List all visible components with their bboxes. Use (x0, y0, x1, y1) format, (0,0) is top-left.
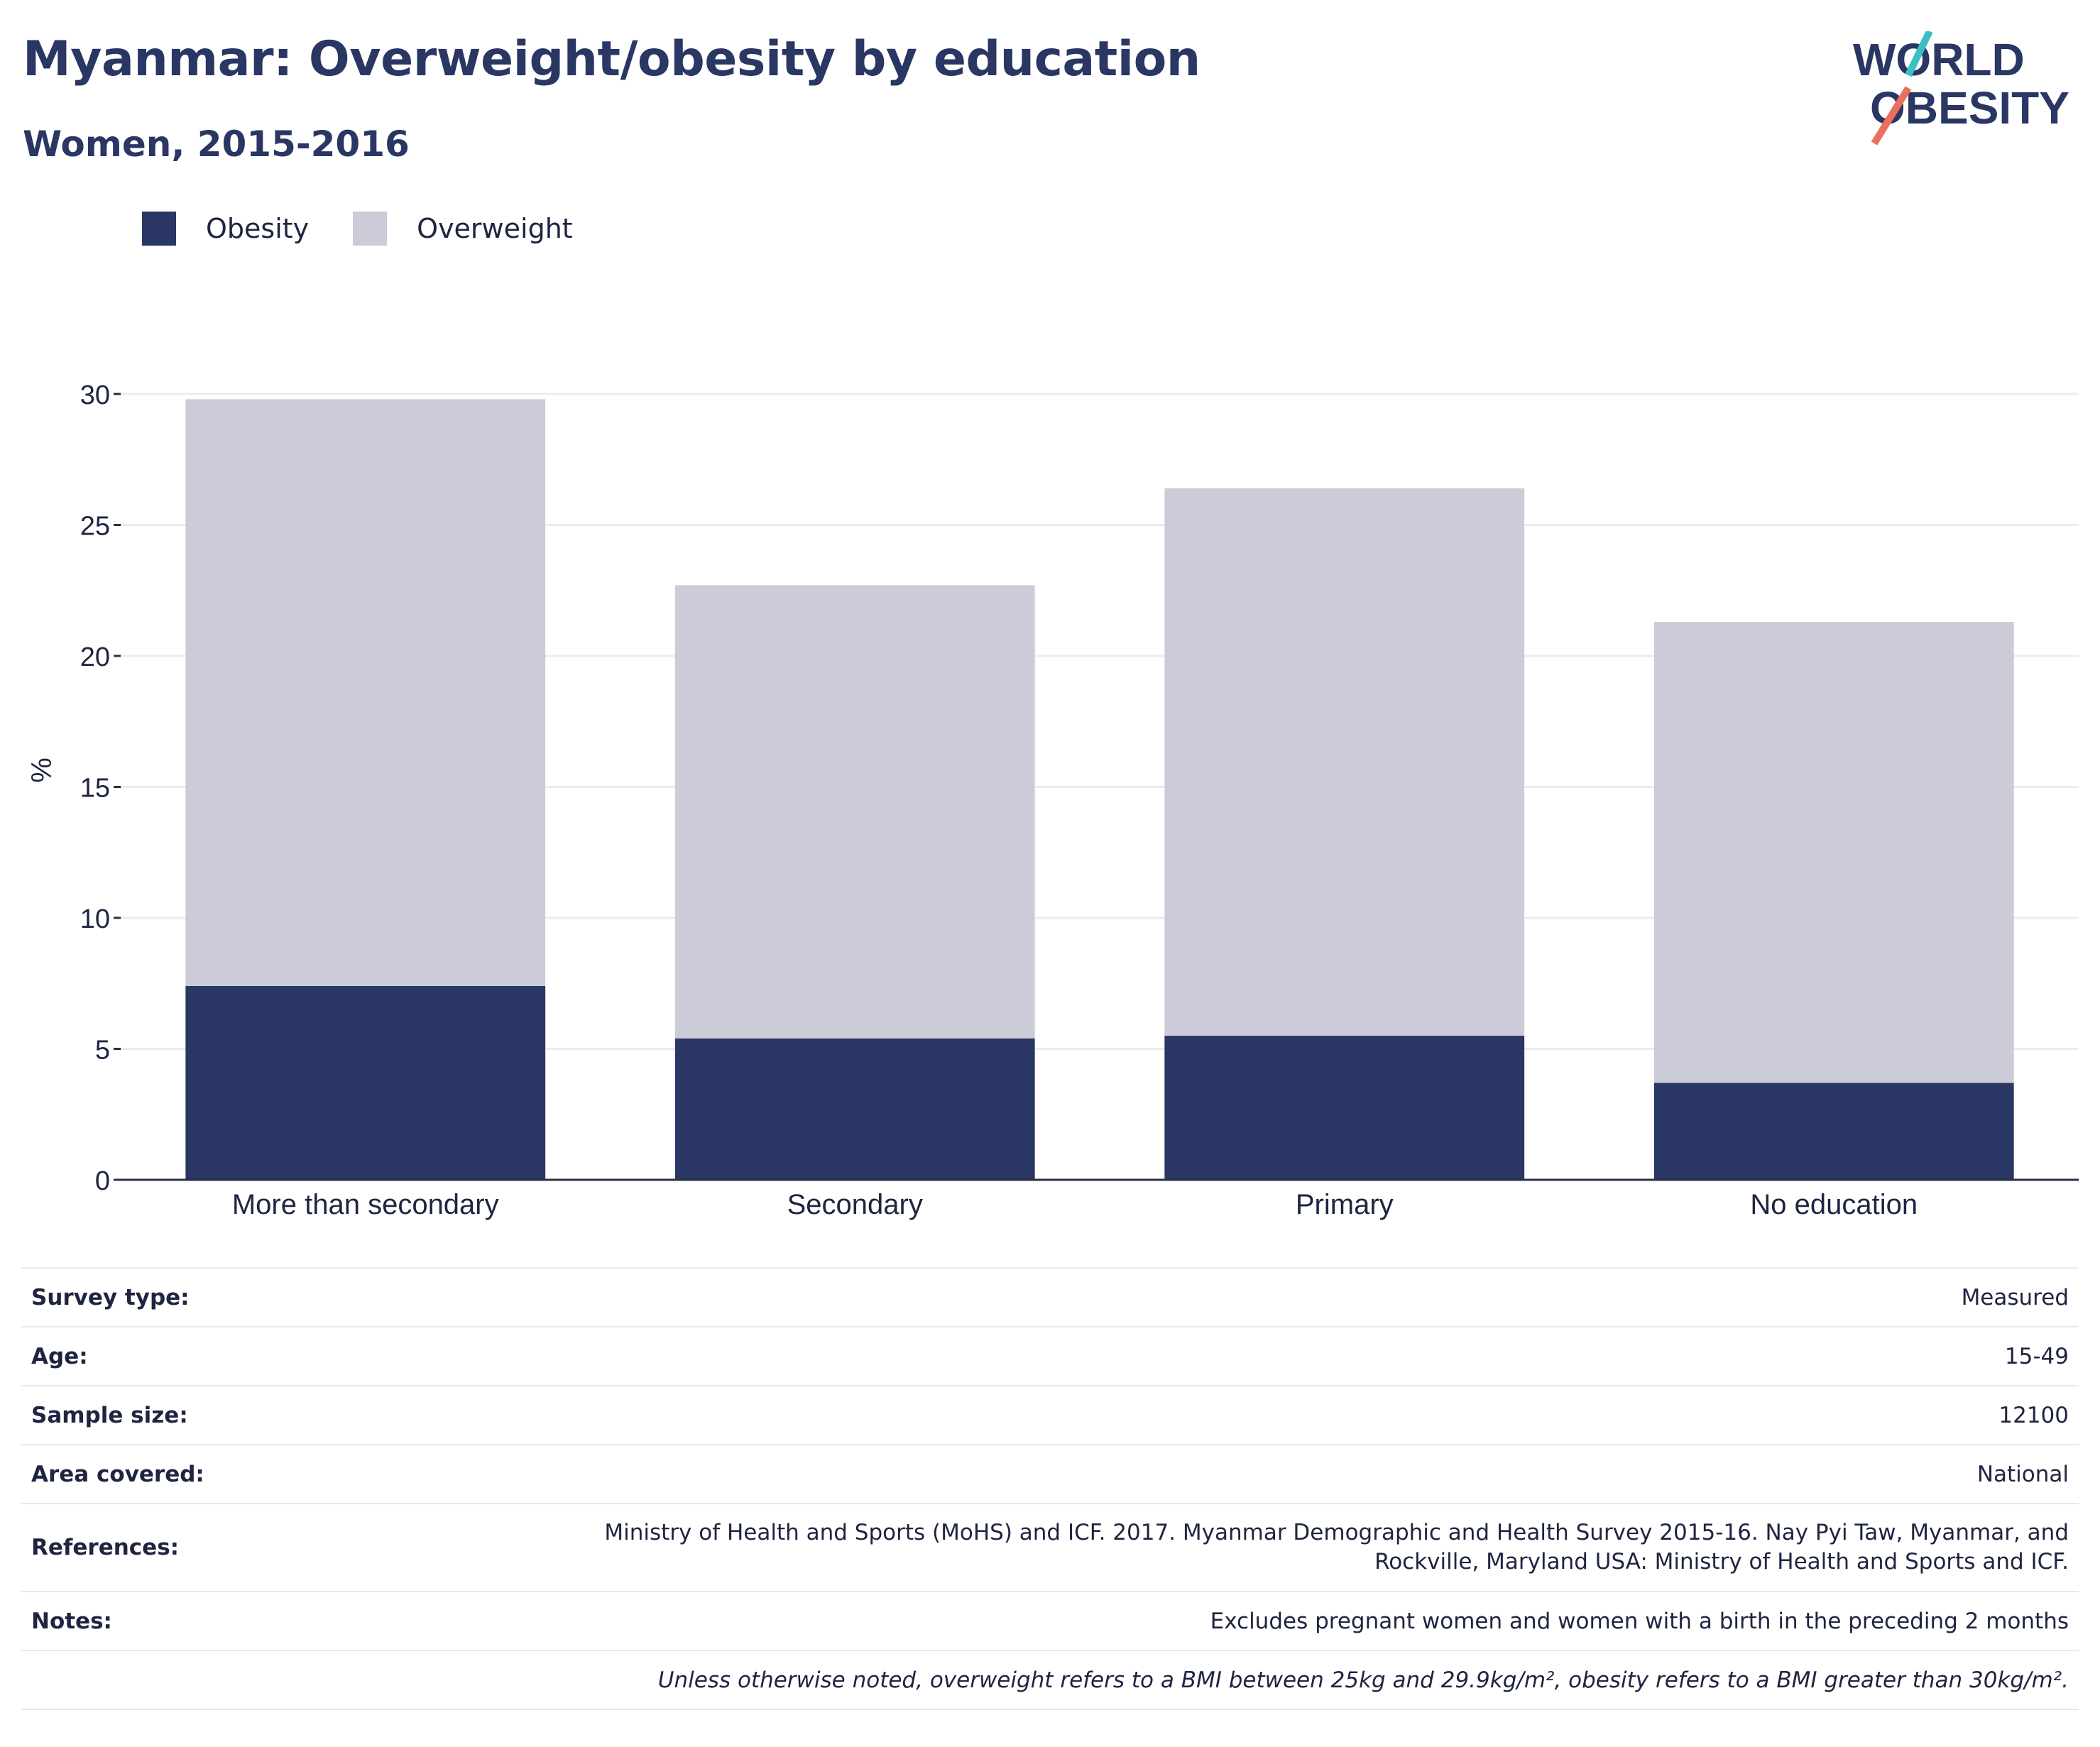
bar-overweight-2[interactable] (1164, 488, 1525, 1036)
meta-key: Survey type: (31, 1284, 190, 1310)
y-tick-label: 10 (80, 904, 110, 934)
reference-line-2: Rockville, Maryland USA: Ministry of Hea… (1374, 1549, 2069, 1575)
y-axis-title: % (26, 757, 58, 783)
meta-row-age: Age: 15-49 (21, 1326, 2079, 1385)
meta-key: Notes: (31, 1608, 112, 1634)
meta-value: 12100 (1998, 1402, 2069, 1428)
legend-swatch-overweight (353, 212, 388, 246)
x-category-label: Primary (1296, 1189, 1394, 1220)
logo-text-world: WORLD (1853, 34, 2025, 85)
x-category-label: No education (1750, 1189, 1918, 1220)
meta-row-notes: Notes: Excludes pregnant women and women… (21, 1591, 2079, 1650)
y-tick-label: 0 (95, 1166, 110, 1196)
y-tick-label: 25 (80, 512, 110, 542)
legend-swatch-obesity (142, 212, 176, 246)
bar-overweight-3[interactable] (1653, 622, 2014, 1083)
survey-metadata-table: Survey type: Measured Age: 15-49 Sample … (21, 1267, 2079, 1710)
legend-item-obesity[interactable]: Obesity (142, 212, 309, 246)
legend-label-overweight: Overweight (417, 213, 573, 244)
chart-legend: Obesity Overweight (142, 212, 617, 246)
meta-row-area: Area covered: National (21, 1444, 2079, 1503)
logo-slash-teal-icon (1905, 31, 1933, 77)
bar-obesity-2[interactable] (1164, 1036, 1525, 1180)
meta-row-sample-size: Sample size: 12100 (21, 1385, 2079, 1444)
meta-value-references: Ministry of Health and Sports (MoHS) and… (604, 1518, 2069, 1577)
meta-key: Sample size: (31, 1402, 188, 1428)
bar-chart: 0 5 10 15 20 25 30 More than secondary Secondar… (26, 380, 2079, 1220)
world-obesity-logo: WORLD OBESITY (1853, 31, 2069, 146)
bar-overweight-0[interactable] (185, 399, 546, 986)
chart-subtitle: Women, 2015-2016 (23, 124, 410, 165)
x-category-label: More than secondary (232, 1189, 499, 1220)
bars (185, 399, 2014, 1180)
bar-obesity-3[interactable] (1653, 1083, 2014, 1180)
meta-key: Area covered: (31, 1461, 204, 1487)
meta-row-survey-type: Survey type: Measured (21, 1267, 2079, 1326)
bar-obesity-0[interactable] (185, 985, 546, 1180)
bar-obesity-1[interactable] (674, 1038, 1035, 1180)
footnote: Unless otherwise noted, overweight refer… (657, 1667, 2069, 1693)
meta-key: Age: (31, 1343, 88, 1369)
meta-value: 15-49 (2004, 1343, 2069, 1369)
y-tick-label: 20 (80, 642, 110, 672)
meta-row-references: References: Ministry of Health and Sport… (21, 1503, 2079, 1591)
meta-value: Measured (1961, 1284, 2069, 1310)
y-axis-ticks: 0 5 10 15 20 25 30 (80, 380, 2079, 1196)
bar-overweight-1[interactable] (674, 585, 1035, 1039)
meta-value: Excludes pregnant women and women with a… (1210, 1608, 2069, 1634)
legend-label-obesity: Obesity (206, 213, 310, 244)
y-tick-label: 30 (80, 380, 110, 410)
x-axis-labels: More than secondary Secondary Primary No ed… (232, 1189, 1918, 1220)
meta-value: National (1976, 1461, 2069, 1487)
x-category-label: Secondary (787, 1189, 923, 1220)
meta-key: References: (31, 1535, 180, 1560)
meta-row-footnote: Unless otherwise noted, overweight refer… (21, 1650, 2079, 1710)
chart-title: Myanmar: Overweight/obesity by education (23, 31, 1201, 87)
legend-item-overweight[interactable]: Overweight (353, 212, 573, 246)
reference-line-1: Ministry of Health and Sports (MoHS) and… (604, 1520, 2069, 1545)
y-tick-label: 15 (80, 774, 110, 804)
logo-slash-coral-icon (1871, 86, 1912, 146)
y-tick-label: 5 (95, 1036, 110, 1066)
